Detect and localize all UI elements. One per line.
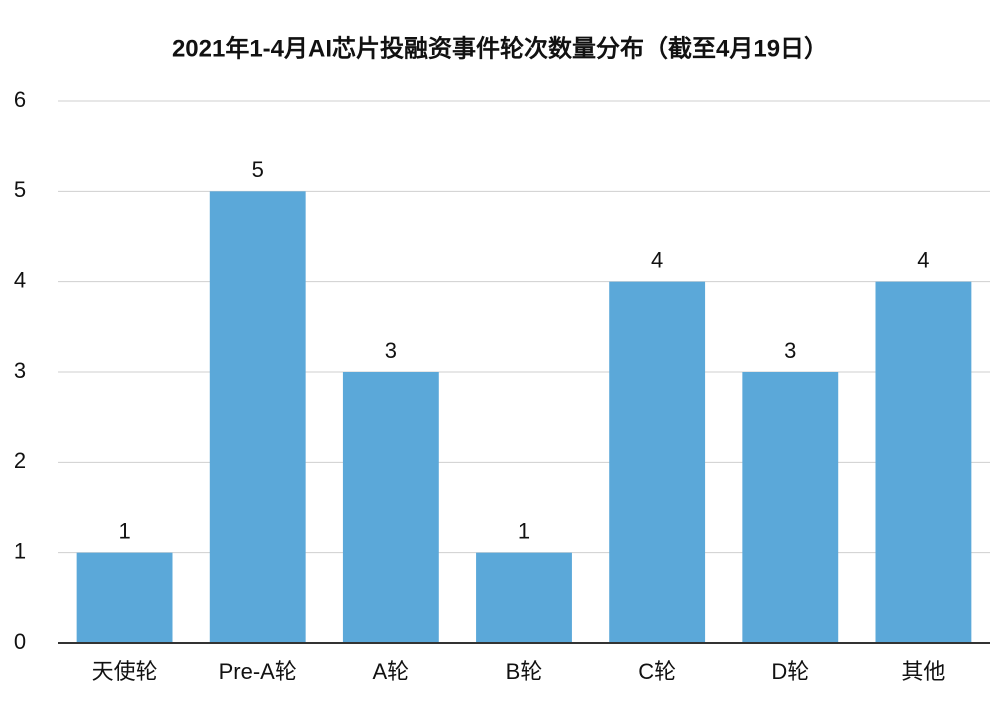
- data-label: 4: [651, 247, 663, 272]
- y-tick-label: 1: [14, 538, 26, 563]
- data-label: 3: [784, 338, 796, 363]
- data-label: 4: [917, 247, 929, 272]
- bar: [742, 372, 839, 643]
- data-label: 1: [518, 518, 530, 543]
- data-label: 5: [252, 157, 264, 182]
- y-tick-label: 0: [14, 629, 26, 654]
- x-tick-label: 其他: [901, 659, 945, 684]
- bar: [209, 191, 306, 644]
- data-label: 3: [385, 338, 397, 363]
- x-tick-label: 天使轮: [92, 659, 158, 684]
- x-tick-label: B轮: [506, 659, 543, 684]
- x-tick-label: Pre-A轮: [219, 659, 297, 684]
- chart-title: 2021年1-4月AI芯片投融资事件轮次数量分布（截至4月19日）: [172, 34, 828, 62]
- bar: [342, 372, 439, 643]
- y-tick-label: 6: [14, 87, 26, 112]
- bar: [76, 552, 173, 643]
- bar: [609, 281, 706, 643]
- data-label: 1: [118, 518, 130, 543]
- y-tick-label: 5: [14, 177, 26, 202]
- bar: [476, 552, 572, 643]
- y-tick-label: 2: [14, 448, 26, 473]
- bar: [875, 281, 972, 643]
- x-tick-label: A轮: [373, 659, 410, 684]
- x-tick-label: D轮: [771, 659, 809, 684]
- x-tick-label: C轮: [638, 659, 676, 684]
- y-tick-label: 3: [14, 358, 26, 383]
- y-tick-label: 4: [14, 267, 26, 292]
